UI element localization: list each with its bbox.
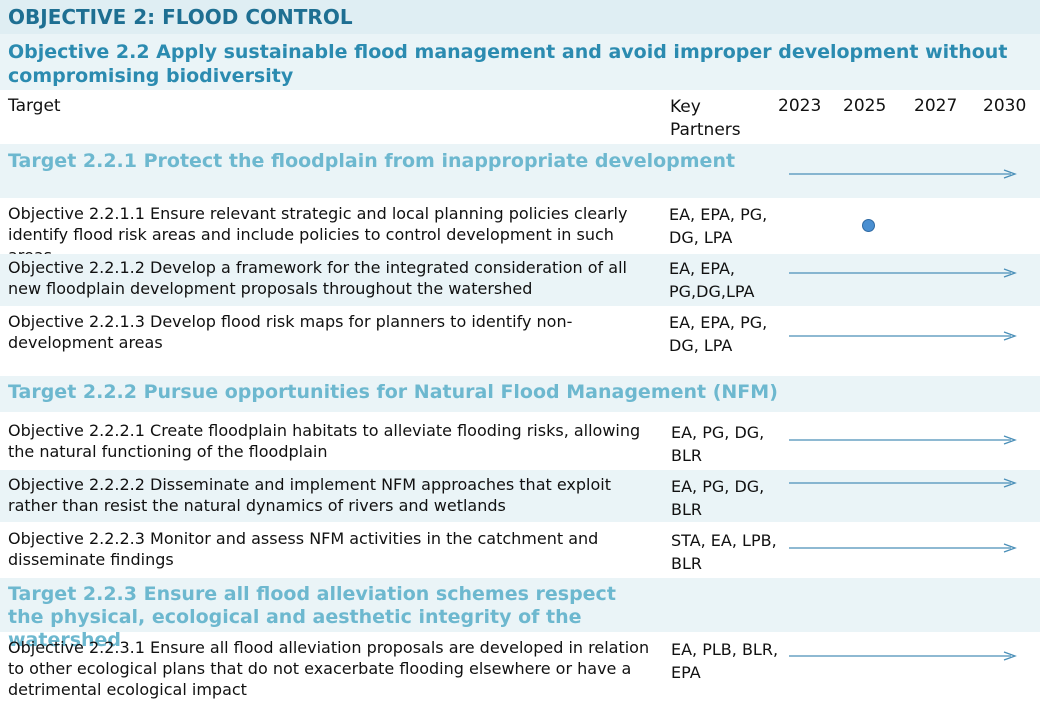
objective-row: Objective 2.2.1.3 Develop flood risk map…	[0, 308, 1040, 376]
right-arrow-icon	[789, 435, 1017, 445]
key-partners: EA, PG, DG, BLR	[671, 477, 765, 519]
section-title: OBJECTIVE 2: FLOOD CONTROL	[8, 5, 353, 29]
objective-text: Objective 2.2.3.1 Ensure all flood allev…	[8, 638, 650, 699]
target-row: Target 2.2.1 Protect the floodplain from…	[0, 144, 1040, 198]
objective-row: Objective 2.2.1.2 Develop a framework fo…	[0, 254, 1040, 306]
objective-band: Objective 2.2 Apply sustainable flood ma…	[0, 34, 1040, 90]
col-year-2025: 2025	[843, 96, 887, 116]
right-arrow-icon	[789, 651, 1017, 661]
key-partners: EA, EPA, PG,DG,LPA	[669, 259, 755, 301]
objective-text: Objective 2.2.2.2 Disseminate and implem…	[8, 475, 611, 515]
col-year-2023: 2023	[778, 96, 822, 116]
objective-row: Objective 2.2.2.1 Create floodplain habi…	[0, 416, 1040, 468]
right-arrow-icon	[789, 169, 1017, 179]
col-year-2027: 2027	[914, 96, 958, 116]
objective-text: Objective 2.2.1.3 Develop flood risk map…	[8, 312, 573, 352]
column-header-row: Target Key Partners 2023 2025 2027 2030	[0, 90, 1040, 144]
objective-row: Objective 2.2.3.1 Ensure all flood allev…	[0, 634, 1040, 702]
right-arrow-icon	[789, 543, 1017, 553]
target-title: Target 2.2.1 Protect the floodplain from…	[8, 150, 736, 172]
objective-row: Objective 2.2.2.3 Monitor and assess NFM…	[0, 524, 1040, 578]
target-row: Target 2.2.3 Ensure all flood alleviatio…	[0, 578, 1040, 651]
right-arrow-icon	[789, 331, 1017, 341]
col-target: Target	[8, 96, 61, 116]
col-year-2030: 2030	[983, 96, 1027, 116]
section-header: OBJECTIVE 2: FLOOD CONTROL	[0, 0, 1040, 34]
key-partners: EA, PLB, BLR, EPA	[671, 640, 779, 682]
target-title: Target 2.2.2 Pursue opportunities for Na…	[8, 381, 778, 403]
key-partners: EA, EPA, PG, DG, LPA	[669, 313, 768, 355]
right-arrow-icon	[789, 478, 1017, 488]
objective-row: Objective 2.2.1.1 Ensure relevant strate…	[0, 200, 1040, 265]
objective-row: Objective 2.2.2.2 Disseminate and implem…	[0, 470, 1040, 522]
dot-icon	[862, 219, 875, 232]
col-partners: Key Partners	[670, 97, 741, 140]
target-row: Target 2.2.2 Pursue opportunities for Na…	[0, 376, 1040, 412]
right-arrow-icon	[789, 268, 1017, 278]
key-partners: STA, EA, LPB, BLR	[671, 531, 777, 573]
objective-text: Objective 2.2.2.3 Monitor and assess NFM…	[8, 529, 599, 569]
key-partners: EA, PG, DG, BLR	[671, 423, 765, 465]
objective-text: Objective 2.2.2.1 Create floodplain habi…	[8, 421, 641, 461]
objective-text: Objective 2.2.1.2 Develop a framework fo…	[8, 258, 627, 298]
target-title: Target 2.2.3 Ensure all flood alleviatio…	[8, 583, 616, 651]
objective-title: Objective 2.2 Apply sustainable flood ma…	[8, 41, 1008, 87]
key-partners: EA, EPA, PG, DG, LPA	[669, 205, 768, 247]
